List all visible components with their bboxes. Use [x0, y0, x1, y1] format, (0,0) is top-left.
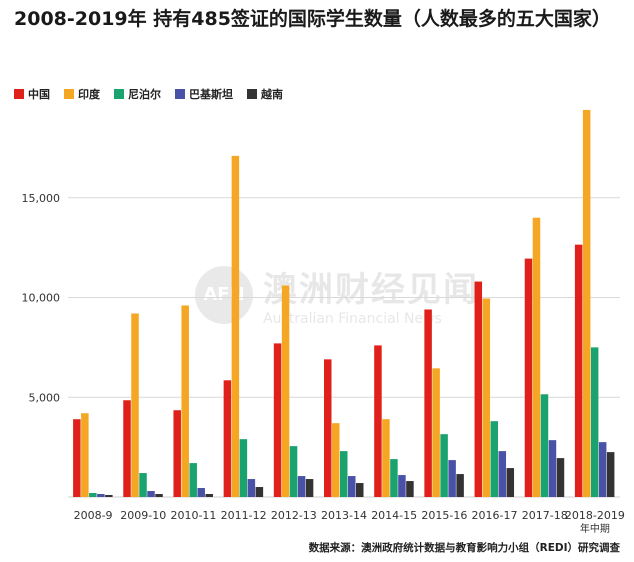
x-tick-label: 2011-12: [221, 509, 267, 522]
bar: [474, 281, 483, 497]
bar: [97, 494, 105, 497]
bar: [305, 479, 314, 497]
bar: [448, 460, 456, 497]
bar: [73, 419, 81, 497]
bar: [540, 394, 549, 497]
x-tick-label: 2017-18: [522, 509, 568, 522]
x-tick-label: 2018-2019: [565, 509, 625, 522]
bar: [548, 440, 557, 497]
bar: [247, 479, 256, 497]
bar: [590, 347, 599, 497]
bar: [398, 475, 406, 497]
x-tick-label: 2016-17: [472, 509, 518, 522]
bar: [281, 285, 290, 497]
legend-label: 巴基斯坦: [189, 88, 233, 101]
legend-swatch: [64, 89, 74, 99]
bar: [155, 494, 163, 497]
bar: [374, 345, 382, 497]
bar: [324, 359, 332, 497]
bar: [332, 423, 340, 497]
x-tick-label: 2013-14: [321, 509, 367, 522]
legend-swatch: [175, 89, 185, 99]
bar: [598, 442, 607, 497]
legend: 中国 印度 尼泊尔 巴基斯坦 越南: [14, 86, 283, 102]
bar: [390, 459, 398, 497]
bar: [205, 494, 213, 497]
bar: [340, 451, 348, 497]
bar: [456, 474, 464, 497]
bar: [147, 491, 155, 497]
x-tick-label: 2015-16: [421, 509, 467, 522]
bar: [348, 476, 356, 497]
bar: [189, 463, 197, 497]
legend-label: 尼泊尔: [128, 88, 161, 101]
bar: [273, 343, 282, 497]
bar: [498, 451, 507, 497]
x-tick-label: 2008-9: [74, 509, 113, 522]
bar: [89, 493, 97, 497]
bar: [239, 439, 248, 497]
bar: [382, 419, 390, 497]
bar: [139, 473, 147, 497]
x-tick-label: 年中期: [580, 522, 610, 535]
bar: [406, 481, 414, 497]
legend-swatch: [14, 89, 24, 99]
bar: [432, 368, 440, 497]
legend-item: 中国: [14, 86, 50, 102]
legend-swatch: [114, 89, 124, 99]
bar: [123, 400, 131, 497]
y-tick-label: 10,000: [22, 292, 61, 305]
bar: [482, 298, 491, 497]
bar: [440, 434, 448, 497]
bar: [524, 258, 533, 497]
bar: [506, 468, 515, 497]
bar: [197, 488, 205, 497]
bar: [223, 380, 232, 497]
y-tick-label: 15,000: [22, 192, 61, 205]
bar: [255, 487, 264, 497]
legend-swatch: [247, 89, 257, 99]
bar: [231, 155, 240, 497]
legend-item: 越南: [247, 86, 283, 102]
x-tick-label: 2010-11: [170, 509, 216, 522]
chart-title: 2008-2019年 持有485签证的国际学生数量（人数最多的五大国家）: [14, 8, 611, 30]
legend-label: 越南: [261, 88, 283, 101]
bar: [490, 421, 499, 497]
x-tick-label: 2012-13: [271, 509, 317, 522]
bar: [606, 452, 615, 497]
bar: [532, 217, 541, 497]
bar: [297, 476, 306, 497]
bar: [582, 109, 591, 497]
bar: [424, 309, 432, 497]
bar: [574, 244, 583, 497]
legend-item: 尼泊尔: [114, 86, 161, 102]
bar: [356, 483, 364, 497]
x-tick-label: 2014-15: [371, 509, 417, 522]
legend-item: 巴基斯坦: [175, 86, 233, 102]
bar: [105, 495, 113, 497]
bar: [173, 410, 181, 497]
x-tick-label: 2009-10: [120, 509, 166, 522]
bar: [289, 446, 298, 497]
source-note: 数据来源：澳洲政府统计数据与教育影响力小组（REDI）研究调查: [308, 542, 620, 554]
legend-label: 印度: [78, 88, 100, 101]
legend-label: 中国: [28, 88, 50, 101]
bar: [81, 413, 89, 497]
bar: [556, 458, 565, 497]
legend-item: 印度: [64, 86, 100, 102]
bar: [181, 305, 189, 497]
bar: [131, 313, 139, 497]
y-tick-label: 5,000: [29, 391, 61, 404]
